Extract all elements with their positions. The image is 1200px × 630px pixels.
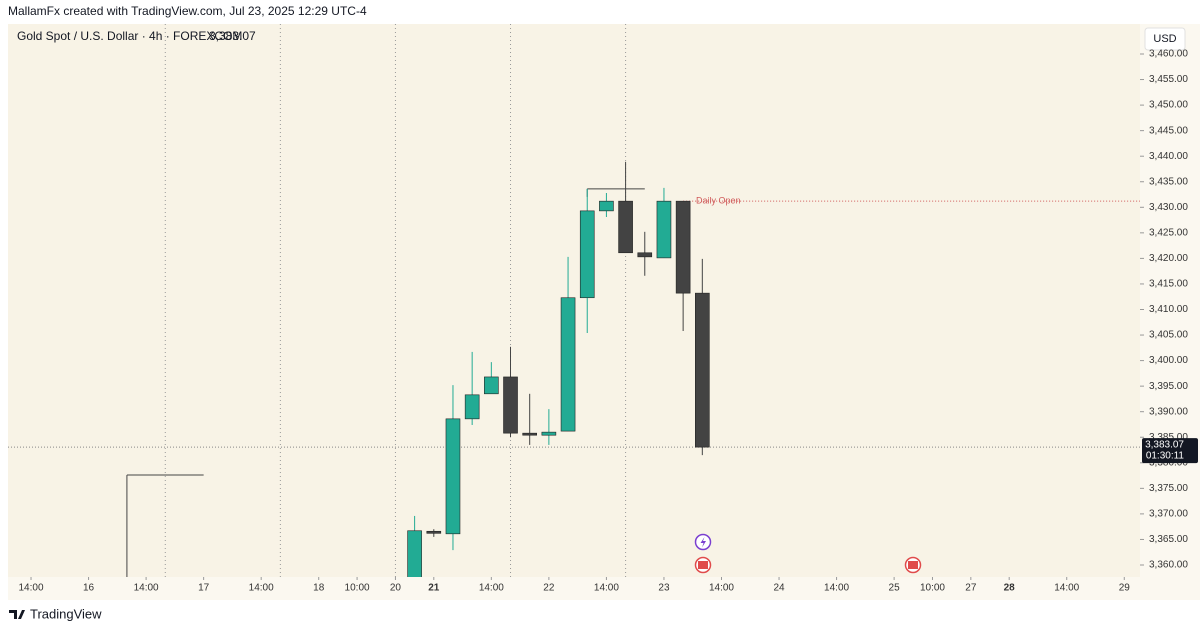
y-tick-label: 3,445.00 [1149, 125, 1188, 136]
event-icons [694, 533, 922, 574]
x-tick-label: 27 [965, 583, 977, 594]
candle-body [503, 376, 518, 434]
header: MallamFx created with TradingView.com, J… [8, 4, 367, 18]
candle-body [637, 252, 653, 258]
x-tick-label: 10:00 [920, 583, 945, 594]
candle-body [579, 210, 595, 299]
candle-body [695, 292, 710, 448]
y-tick-label: 3,425.00 [1149, 227, 1188, 238]
y-tick-label: 3,415.00 [1149, 279, 1188, 290]
y-tick-label: 3,410.00 [1149, 304, 1188, 315]
y-tick-label: 3,365.00 [1149, 534, 1188, 545]
price-scale [1140, 24, 1200, 600]
x-tick-label: 16 [83, 583, 95, 594]
currency-box[interactable] [1144, 27, 1186, 51]
y-tick-label: 3,440.00 [1149, 151, 1188, 162]
x-tick-label: 14:00 [824, 583, 849, 594]
time-scale [8, 577, 1140, 600]
x-tick-label: 14:00 [1054, 583, 1079, 594]
x-tick-label: 20 [390, 583, 402, 594]
y-tick-label: 3,360.00 [1149, 560, 1188, 571]
x-tick-label: 14:00 [249, 583, 274, 594]
flag [698, 561, 708, 569]
candle-body [656, 200, 672, 259]
y-tick-label: 3,405.00 [1149, 330, 1188, 341]
chart-title: Gold Spot / U.S. Dollar · 4h · FOREXCOM [17, 29, 242, 43]
y-tick-label: 3,385.00 [1149, 432, 1188, 443]
logo [9, 610, 25, 619]
logo-mark [9, 610, 25, 619]
x-tick-label: 23 [658, 583, 670, 594]
x-tick-label: 14:00 [709, 583, 734, 594]
currency[interactable]: USD [1153, 33, 1176, 45]
x-tick-label: 18 [313, 583, 325, 594]
y-tick-label: 3,455.00 [1149, 74, 1188, 85]
flag [908, 561, 918, 569]
candle-body [464, 394, 480, 420]
daily-open-label: Daily Open [696, 196, 741, 206]
x-tick-label: 10:00 [345, 583, 370, 594]
y-tick-label: 3,395.00 [1149, 381, 1188, 392]
candle-body [560, 297, 576, 432]
x-tick-label: 22 [543, 583, 555, 594]
candle-body [522, 432, 537, 436]
x-tick-label: 17 [198, 583, 210, 594]
price-badge [1142, 438, 1198, 464]
price-badge-label: 3,383.07 [1145, 440, 1184, 451]
y-tick-label: 3,420.00 [1149, 253, 1188, 264]
y-tick-label: 3,450.00 [1149, 100, 1188, 111]
candle-body [426, 530, 442, 534]
candle-body [445, 418, 461, 535]
y-tick-label: 3,460.00 [1149, 49, 1188, 60]
candle-body [675, 200, 691, 294]
lightning [700, 537, 706, 548]
x-tick-label: 28 [1004, 583, 1016, 594]
plot [8, 24, 1140, 577]
footer-brand: TradingView [30, 606, 102, 621]
title-price: 3,383.07 [209, 29, 256, 43]
y-tick-label: 3,370.00 [1149, 509, 1188, 520]
countdown: 01:30:11 [1146, 451, 1185, 462]
y-tick-label: 3,390.00 [1149, 406, 1188, 417]
y-tick-label: 3,435.00 [1149, 176, 1188, 187]
candle-body [541, 431, 557, 436]
y-tick-label: 3,375.00 [1149, 483, 1188, 494]
x-tick-label: 14:00 [479, 583, 504, 594]
x-tick-label: 24 [773, 583, 785, 594]
x-tick-label: 14:00 [19, 583, 44, 594]
candle-body [407, 530, 422, 577]
y-tick-label: 3,400.00 [1149, 355, 1188, 366]
candle-body [599, 200, 614, 212]
y-tick-label: 3,430.00 [1149, 202, 1188, 213]
candle-body [484, 376, 499, 395]
x-tick-label: 25 [889, 583, 901, 594]
x-tick-label: 21 [428, 583, 440, 594]
candle-body [618, 200, 633, 254]
x-tick-label: 29 [1119, 583, 1131, 594]
x-tick-label: 14:00 [134, 583, 159, 594]
x-tick-label: 14:00 [594, 583, 619, 594]
